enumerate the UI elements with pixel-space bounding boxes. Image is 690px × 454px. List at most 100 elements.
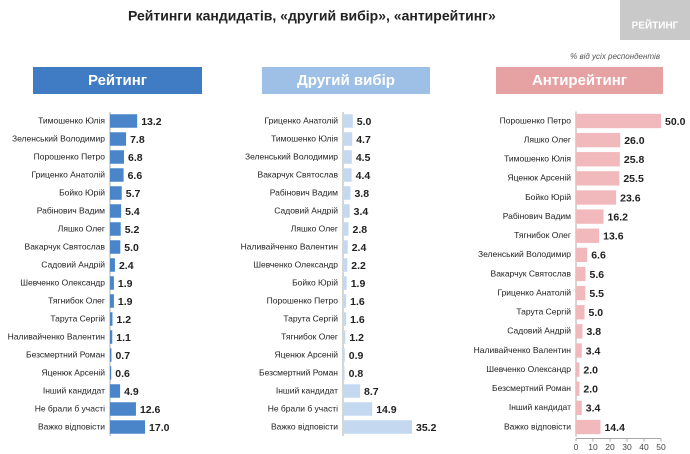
- category-label: Зеленський Володимир: [245, 151, 338, 161]
- bar: [110, 348, 112, 362]
- bar: [576, 381, 580, 396]
- bar: [343, 222, 349, 236]
- category-label: Бойко Юрій: [59, 187, 105, 197]
- bar: [110, 150, 125, 164]
- bar: [343, 366, 345, 380]
- category-label: Тарута Сергій: [516, 307, 571, 317]
- bar: [110, 420, 146, 434]
- category-label: Ляшко Олег: [524, 134, 571, 144]
- category-label: Важко відповісти: [271, 421, 338, 431]
- value-label: 4.7: [356, 134, 371, 146]
- value-label: 4.5: [356, 152, 371, 164]
- value-label: 6.6: [128, 170, 143, 182]
- category-label: Тарута Сергій: [50, 313, 105, 323]
- category-label: Садовий Андрій: [41, 259, 105, 269]
- value-label: 1.2: [349, 332, 364, 344]
- bar: [576, 113, 661, 129]
- category-label: Рабінович Вадим: [270, 187, 338, 197]
- value-label: 2.0: [583, 364, 598, 376]
- value-label: 5.4: [125, 206, 140, 218]
- bar: [343, 132, 353, 146]
- value-label: 1.2: [116, 314, 131, 326]
- value-label: 1.9: [351, 278, 366, 290]
- panel-title: Антирейтинг: [532, 72, 627, 89]
- value-label: 25.5: [623, 173, 644, 185]
- bar: [343, 114, 353, 128]
- value-label: 5.0: [124, 242, 139, 254]
- bar: [343, 276, 347, 290]
- category-label: Гриценко Анатолій: [497, 287, 571, 297]
- value-label: 2.0: [583, 384, 598, 396]
- panel-header: [262, 67, 430, 94]
- bar: [110, 294, 114, 308]
- bar: [576, 228, 600, 243]
- value-label: 2.2: [351, 260, 366, 272]
- category-label: Порошенко Петро: [500, 115, 572, 125]
- bar: [576, 266, 586, 282]
- category-label: Порошенко Петро: [267, 295, 339, 305]
- category-label: Рабінович Вадим: [37, 205, 105, 215]
- page-title: Рейтинги кандидатів, «другий вибір», «ан…: [128, 8, 496, 24]
- value-label: 13.2: [141, 116, 162, 128]
- category-label: Шевченко Олександр: [486, 364, 571, 374]
- value-label: 7.8: [130, 134, 145, 146]
- category-label: Бойко Юрій: [292, 277, 338, 287]
- bar: [576, 171, 620, 186]
- value-label: 1.9: [118, 296, 133, 308]
- logo-box: [620, 0, 690, 40]
- value-label: 0.7: [115, 350, 130, 362]
- category-label: Садовий Андрій: [507, 326, 571, 336]
- x-tick-label: 40: [639, 442, 649, 452]
- category-label: Ляшко Олег: [58, 223, 105, 233]
- category-label: Яценюк Арсеній: [508, 173, 572, 183]
- bar: [110, 240, 121, 254]
- value-label: 14.9: [376, 404, 397, 416]
- value-label: 5.0: [357, 116, 372, 128]
- category-label: Безсмертний Роман: [259, 367, 338, 377]
- bar: [110, 330, 113, 344]
- value-label: 16.2: [608, 211, 629, 223]
- bar: [343, 240, 348, 254]
- x-tick-label: 30: [622, 442, 632, 452]
- value-label: 14.4: [604, 422, 625, 434]
- bar: [343, 204, 350, 218]
- category-label: Важко відповісти: [38, 421, 105, 431]
- bar: [343, 150, 352, 164]
- category-label: Яценюк Арсеній: [42, 367, 106, 377]
- value-label: 3.4: [586, 345, 601, 357]
- category-label: Наливайченко Валентин: [474, 345, 572, 355]
- bar: [576, 190, 617, 205]
- category-label: Тягнибок Олег: [514, 230, 571, 240]
- bar: [576, 285, 586, 301]
- value-label: 6.8: [128, 152, 143, 164]
- bar: [343, 168, 352, 182]
- category-label: Тимошенко Юлія: [504, 154, 571, 164]
- value-label: 5.2: [125, 224, 140, 236]
- bar: [576, 343, 582, 358]
- category-label: Важко відповісти: [504, 421, 571, 431]
- value-label: 0.6: [115, 368, 130, 380]
- category-label: Зеленський Володимир: [478, 249, 571, 259]
- bar: [576, 324, 583, 339]
- value-label: 3.4: [354, 206, 369, 218]
- value-label: 1.6: [350, 314, 365, 326]
- bar: [110, 258, 115, 272]
- category-label: Рабінович Вадим: [503, 211, 571, 221]
- value-label: 1.1: [116, 332, 131, 344]
- value-label: 23.6: [620, 192, 641, 204]
- category-label: Тягнибок Олег: [48, 295, 105, 305]
- value-label: 1.6: [350, 296, 365, 308]
- bar: [343, 312, 347, 326]
- category-label: Безсмертний Роман: [492, 383, 571, 393]
- category-label: Гриценко Анатолій: [264, 115, 338, 125]
- bar: [110, 132, 127, 146]
- value-label: 6.6: [591, 250, 606, 262]
- value-label: 1.9: [118, 278, 133, 290]
- category-label: Вакарчук Святослав: [25, 241, 106, 251]
- value-label: 2.8: [352, 224, 367, 236]
- value-label: 3.8: [354, 188, 369, 200]
- value-label: 26.0: [624, 135, 645, 147]
- category-label: Шевченко Олександр: [20, 277, 105, 287]
- bar: [110, 276, 114, 290]
